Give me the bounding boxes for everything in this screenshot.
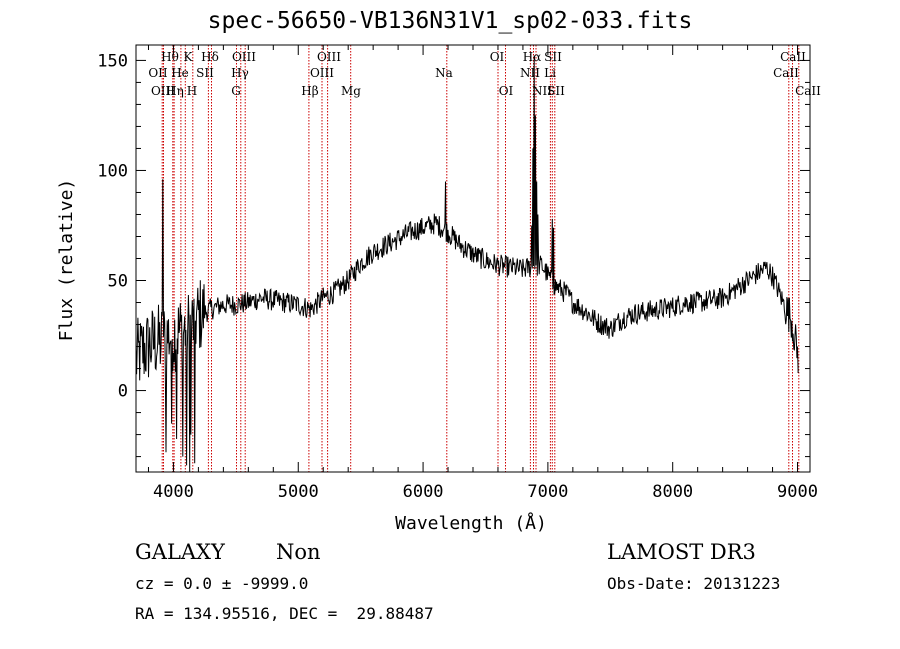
line-label: CaII: [773, 66, 799, 80]
obs-date: Obs-Date: 20131223: [607, 574, 781, 593]
x-tick-label: 7000: [527, 482, 568, 502]
line-label: NII: [532, 84, 552, 98]
line-label: Hβ: [301, 84, 318, 98]
line-label: G: [231, 84, 241, 98]
x-tick-label: 5000: [278, 482, 319, 502]
line-label: Hδ: [201, 50, 219, 64]
line-label: CaII: [780, 50, 806, 64]
line-label: Na: [435, 66, 453, 80]
line-label: OIII: [232, 50, 256, 64]
line-label: H: [187, 84, 197, 98]
redshift-cz: cz = 0.0 ± -9999.0: [135, 574, 309, 593]
survey-name: LAMOST DR3: [607, 540, 756, 564]
line-label: SII: [196, 66, 214, 80]
line-label: NII: [520, 66, 540, 80]
line-label: Li: [544, 66, 556, 80]
line-label: Hγ: [231, 66, 249, 80]
line-label: SII: [547, 84, 565, 98]
chart-title: spec-56650-VB136N31V1_sp02-033.fits: [207, 8, 693, 34]
line-label: Hα: [523, 50, 542, 64]
line-labels: Hθ OII OIII He Hη K H Hδ SII OIII Hγ G Hβ OIII OIII Mg N…: [148, 50, 821, 98]
x-tick-label: 8000: [652, 482, 693, 502]
line-label: K: [184, 50, 194, 64]
x-axis-label: Wavelength (Å): [395, 512, 547, 534]
axes: 4000 5000 6000 7000 8000 9000 0 50 100 150: [97, 45, 818, 502]
x-tick-label: 9000: [777, 482, 818, 502]
spectrum-line: [135, 55, 799, 473]
line-label: OII: [148, 66, 168, 80]
line-label: OI: [499, 84, 514, 98]
y-tick-label: 50: [108, 272, 128, 292]
y-tick-label: 100: [97, 161, 128, 181]
y-tick-label: 0: [118, 382, 128, 402]
line-label: Mg: [341, 84, 361, 98]
line-label: Hθ: [161, 50, 179, 64]
x-tick-label: 4000: [153, 482, 194, 502]
x-tick-label: 6000: [403, 482, 444, 502]
y-axis-label: Flux (relative): [56, 179, 77, 342]
line-label: OIII: [317, 50, 341, 64]
object-subclass: Non: [276, 540, 321, 564]
line-label: OIII: [310, 66, 334, 80]
line-label: OIII: [151, 84, 175, 98]
coordinates: RA = 134.95516, DEC = 29.88487: [135, 604, 434, 623]
line-label: SII: [544, 50, 562, 64]
object-class: GALAXY: [135, 540, 225, 564]
line-label: Hη: [166, 84, 184, 98]
line-label: CaII: [795, 84, 821, 98]
line-label: OI: [490, 50, 505, 64]
y-tick-label: 150: [97, 51, 128, 71]
spectrum-series: [135, 55, 799, 473]
line-label: He: [171, 66, 189, 80]
